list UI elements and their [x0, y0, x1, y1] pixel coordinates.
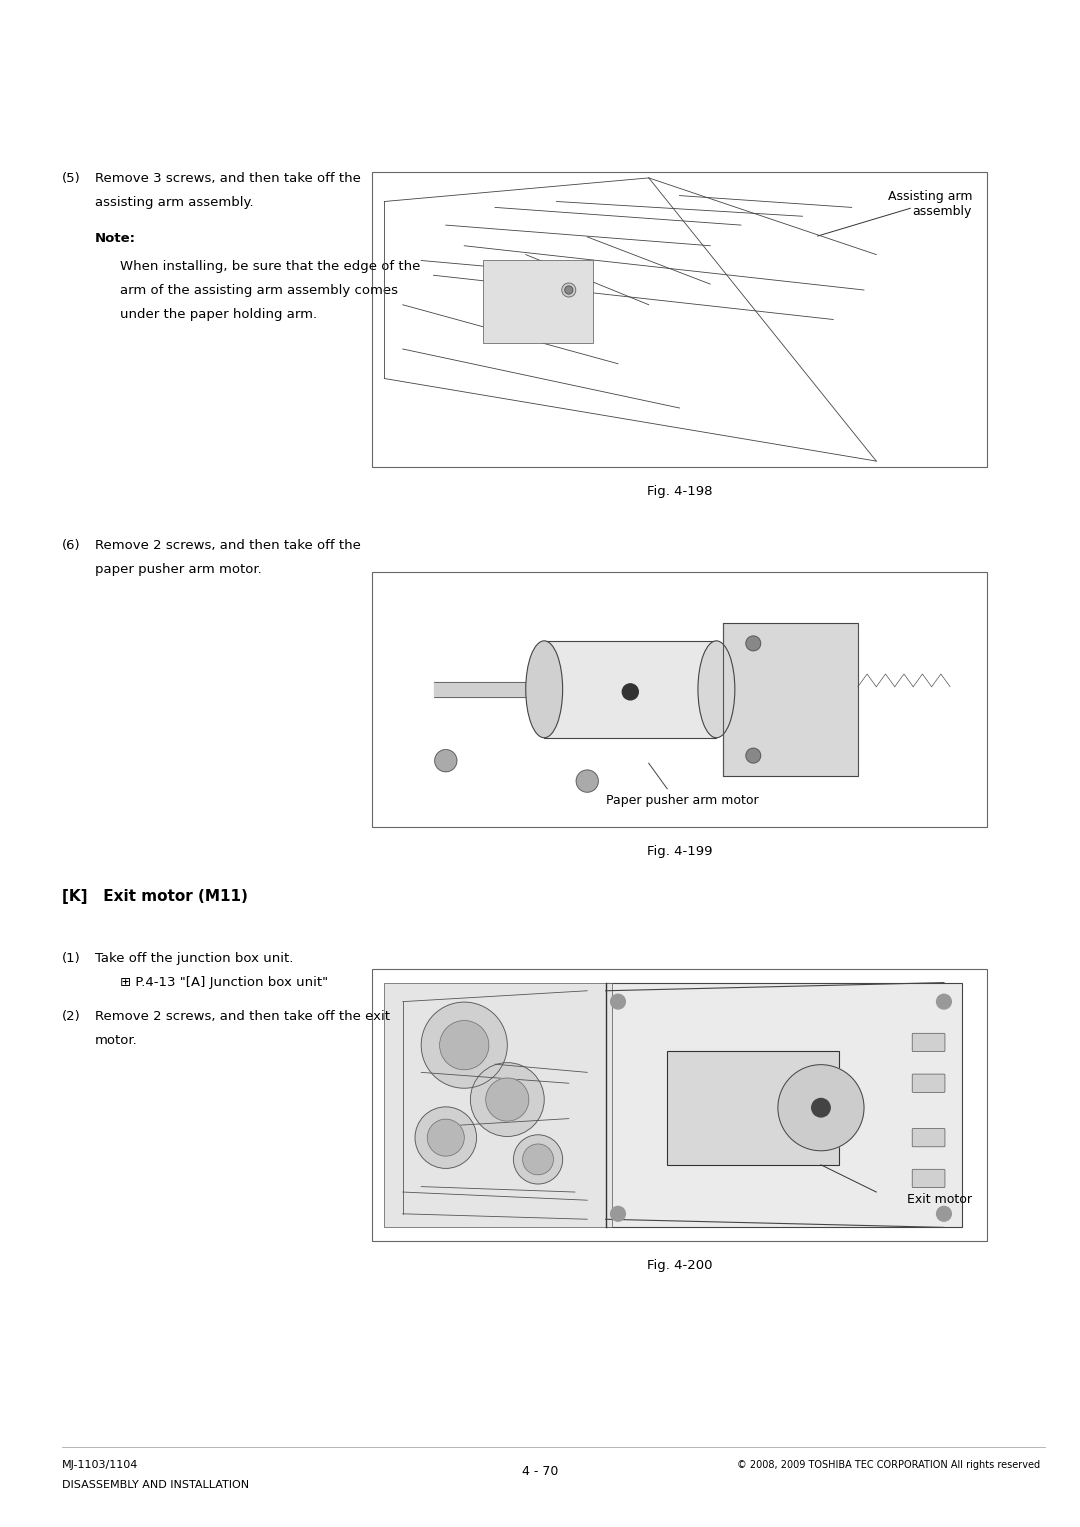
Text: Remove 2 screws, and then take off the: Remove 2 screws, and then take off the — [95, 539, 361, 551]
FancyBboxPatch shape — [913, 1034, 945, 1052]
Ellipse shape — [698, 641, 734, 738]
Text: Fig. 4-199: Fig. 4-199 — [647, 844, 712, 858]
Text: Paper pusher arm motor: Paper pusher arm motor — [606, 794, 758, 806]
Circle shape — [435, 750, 457, 771]
Bar — [372, 173, 987, 467]
Circle shape — [565, 286, 572, 295]
Ellipse shape — [526, 641, 563, 738]
Text: [K]   Exit motor (M11): [K] Exit motor (M11) — [62, 889, 248, 904]
Circle shape — [523, 1144, 553, 1174]
Text: © 2008, 2009 TOSHIBA TEC CORPORATION All rights reserved: © 2008, 2009 TOSHIBA TEC CORPORATION All… — [737, 1460, 1040, 1471]
Bar — [667, 1051, 839, 1165]
Text: Fig. 4-198: Fig. 4-198 — [647, 486, 712, 498]
Text: arm of the assisting arm assembly comes: arm of the assisting arm assembly comes — [120, 284, 399, 296]
Bar — [606, 982, 962, 1228]
Text: paper pusher arm motor.: paper pusher arm motor. — [95, 563, 261, 576]
Bar — [723, 623, 858, 776]
Circle shape — [936, 994, 951, 1009]
Bar — [372, 573, 987, 828]
Text: (6): (6) — [62, 539, 81, 551]
Text: (2): (2) — [62, 1009, 81, 1023]
Bar — [372, 970, 987, 1241]
Circle shape — [562, 282, 576, 296]
Circle shape — [415, 1107, 476, 1168]
Circle shape — [778, 1064, 864, 1151]
Circle shape — [428, 1119, 464, 1156]
FancyBboxPatch shape — [913, 1128, 945, 1147]
Text: motor.: motor. — [95, 1034, 138, 1048]
Text: DISASSEMBLY AND INSTALLATION: DISASSEMBLY AND INSTALLATION — [62, 1480, 249, 1490]
Text: Take off the junction box unit.: Take off the junction box unit. — [95, 951, 294, 965]
Circle shape — [622, 684, 638, 699]
Text: MJ-1103/1104: MJ-1103/1104 — [62, 1460, 138, 1471]
Circle shape — [486, 1078, 529, 1121]
Text: 4 - 70: 4 - 70 — [522, 1464, 558, 1478]
Bar — [384, 982, 612, 1228]
Text: Remove 2 screws, and then take off the exit: Remove 2 screws, and then take off the e… — [95, 1009, 390, 1023]
Text: Fig. 4-200: Fig. 4-200 — [647, 1258, 712, 1272]
Circle shape — [421, 1002, 508, 1089]
Circle shape — [936, 1206, 951, 1222]
FancyBboxPatch shape — [913, 1170, 945, 1188]
Text: Remove 3 screws, and then take off the: Remove 3 screws, and then take off the — [95, 173, 361, 185]
Text: assisting arm assembly.: assisting arm assembly. — [95, 195, 254, 209]
Bar — [544, 641, 716, 738]
FancyArrow shape — [433, 681, 544, 696]
Circle shape — [812, 1098, 831, 1116]
Text: ⊞ P.4-13 "[A] Junction box unit": ⊞ P.4-13 "[A] Junction box unit" — [120, 976, 328, 989]
Circle shape — [610, 1206, 625, 1222]
Circle shape — [471, 1063, 544, 1136]
Text: (1): (1) — [62, 951, 81, 965]
Text: Note:: Note: — [95, 232, 136, 244]
Circle shape — [440, 1020, 489, 1070]
Text: Exit motor: Exit motor — [907, 1193, 972, 1206]
Text: under the paper holding arm.: under the paper holding arm. — [120, 308, 318, 321]
Text: Assisting arm
assembly: Assisting arm assembly — [888, 189, 972, 218]
Text: (5): (5) — [62, 173, 81, 185]
Circle shape — [746, 748, 760, 764]
Bar — [483, 261, 593, 344]
FancyBboxPatch shape — [913, 1073, 945, 1092]
Circle shape — [746, 637, 760, 651]
Circle shape — [577, 770, 598, 793]
Circle shape — [610, 994, 625, 1009]
Circle shape — [513, 1135, 563, 1183]
Text: When installing, be sure that the edge of the: When installing, be sure that the edge o… — [120, 260, 420, 273]
